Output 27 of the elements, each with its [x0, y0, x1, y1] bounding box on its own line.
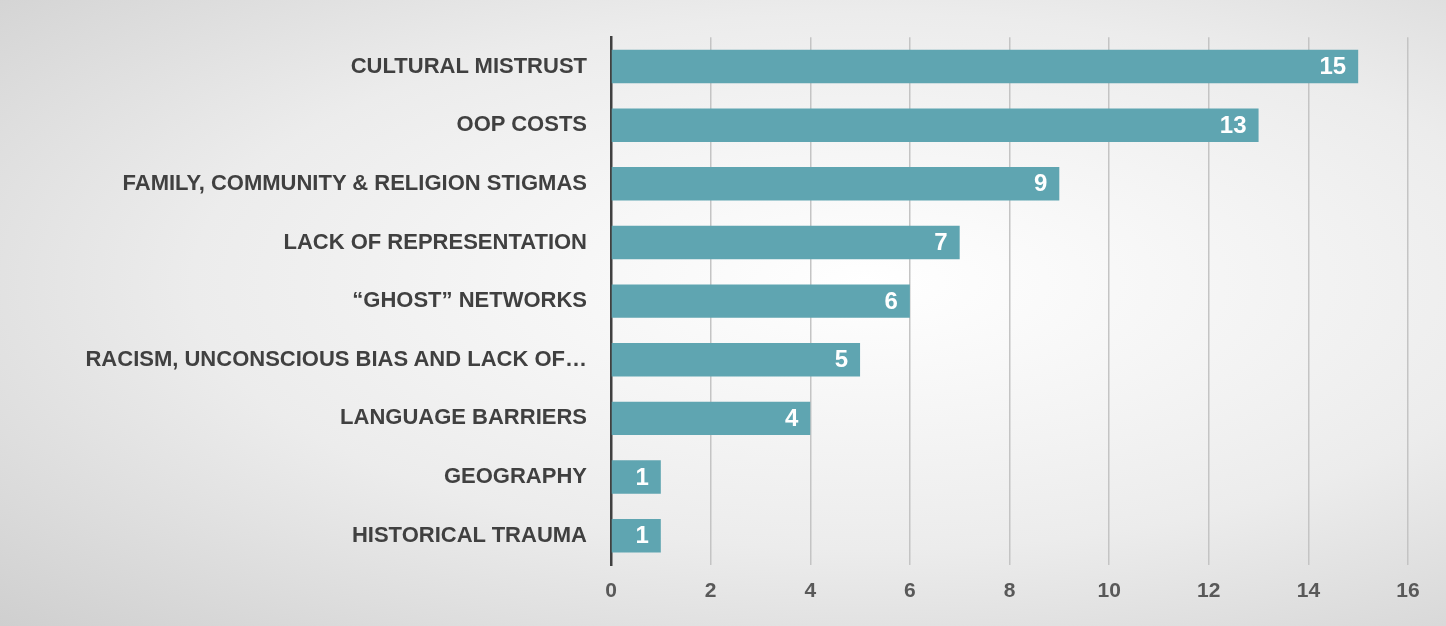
y-tick-label: LANGUAGE BARRIERS [340, 404, 587, 430]
y-tick-label: LACK OF REPRESENTATION [283, 228, 587, 254]
data-label: 1 [635, 462, 649, 490]
data-label: 15 [1319, 52, 1347, 80]
y-tick-label: FAMILY, COMMUNITY & RELIGION STIGMAS [122, 169, 587, 195]
x-tick-label: 10 [1097, 578, 1121, 602]
x-tick-label: 4 [804, 578, 817, 602]
y-tick-label: OOP COSTS [456, 111, 587, 137]
x-tick-label: 16 [1396, 578, 1420, 602]
data-label: 13 [1219, 110, 1247, 138]
x-tick-label: 0 [605, 578, 617, 602]
data-label: 4 [784, 404, 799, 432]
x-tick-label: 12 [1197, 578, 1221, 602]
x-tick-label: 8 [1003, 578, 1016, 602]
y-tick-label: HISTORICAL TRAUMA [351, 521, 588, 547]
y-tick-label: GEOGRAPHY [443, 463, 588, 489]
data-label: 7 [934, 228, 948, 256]
x-tick-label: 6 [904, 578, 916, 602]
data-label: 9 [1033, 169, 1048, 197]
y-tick-label: CULTURAL MISTRUST [350, 52, 588, 78]
y-tick-label: “GHOST” NETWORKS [352, 287, 587, 313]
data-label: 6 [884, 286, 898, 314]
y-tick-label: RACISM, UNCONSCIOUS BIAS AND LACK OF… [85, 345, 587, 371]
data-label: 5 [834, 345, 849, 373]
x-tick-label: 14 [1296, 578, 1321, 602]
x-tick-label: 2 [704, 578, 717, 602]
data-label: 1 [635, 521, 649, 549]
